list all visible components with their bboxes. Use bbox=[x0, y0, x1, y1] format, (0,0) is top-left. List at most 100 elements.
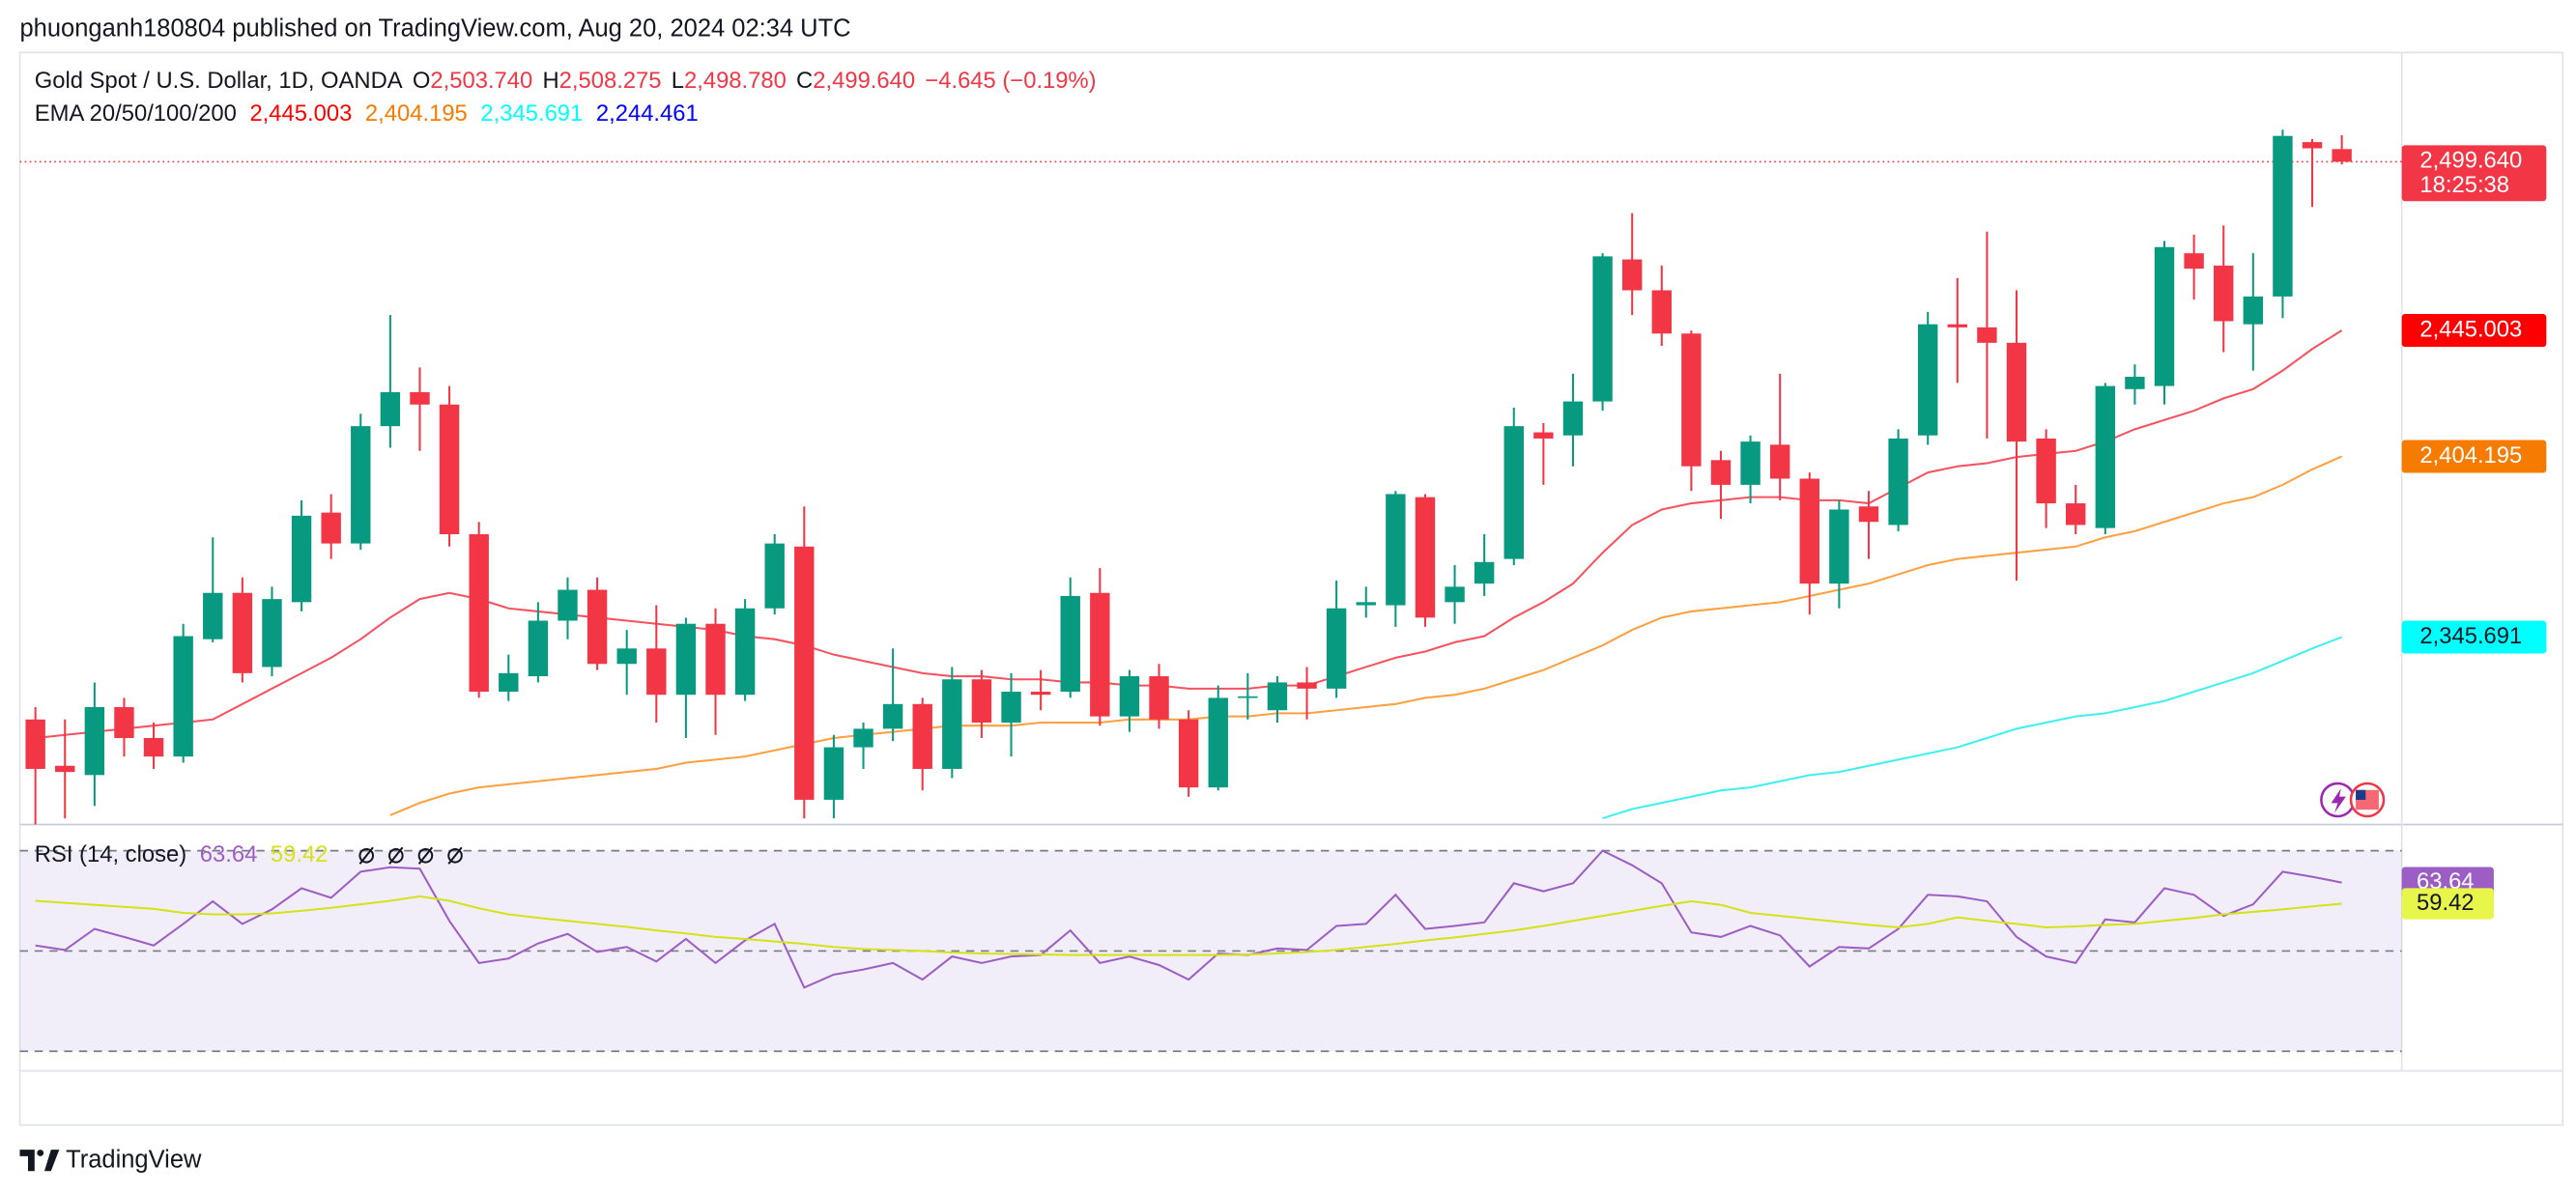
ema-value: 2,345.691 bbox=[480, 100, 583, 127]
candle-body bbox=[675, 623, 697, 696]
candle-body bbox=[1769, 444, 1790, 479]
candle-body bbox=[646, 648, 667, 696]
candle-body bbox=[114, 707, 134, 738]
symbol-title: Gold Spot / U.S. Dollar, 1D, OANDA bbox=[35, 68, 403, 94]
candle-body bbox=[942, 679, 962, 769]
candle-body bbox=[1326, 608, 1347, 689]
ohlc-key: C bbox=[796, 68, 813, 94]
ema-badge bbox=[2401, 620, 2547, 654]
footer: TradingView bbox=[66, 1147, 202, 1174]
ema-badge-label: 2,345.691 bbox=[2419, 623, 2522, 649]
candle-body bbox=[1356, 602, 1376, 606]
rsi-value: 59.42 bbox=[271, 841, 329, 867]
ohlc-value: 2,503.740 bbox=[430, 68, 532, 94]
candle-body bbox=[173, 636, 193, 757]
candle-body bbox=[1592, 256, 1613, 402]
last-price-badge bbox=[2401, 145, 2547, 202]
ohlc-value: 2,499.640 bbox=[813, 68, 915, 94]
last-price-label: 2,499.640 bbox=[2419, 148, 2522, 174]
ema-title: EMA 20/50/100/200 bbox=[35, 100, 237, 127]
candle-body bbox=[1651, 290, 1672, 334]
candle-body bbox=[232, 592, 253, 673]
candle-body bbox=[1030, 692, 1051, 696]
candle-body bbox=[499, 672, 519, 693]
rsi-line bbox=[35, 895, 2342, 956]
candle-body bbox=[2332, 149, 2352, 162]
chart-frame bbox=[18, 51, 2564, 1126]
ema-badge-label: 2,445.003 bbox=[2419, 316, 2522, 342]
candle-body bbox=[1415, 497, 1436, 618]
candle-body bbox=[1740, 441, 1760, 485]
candle-body bbox=[291, 515, 312, 603]
candle-body bbox=[262, 599, 282, 668]
candle-body bbox=[1445, 586, 1465, 603]
rsi-title: RSI (14, close) bbox=[35, 841, 186, 867]
rsi-badge-label: 59.42 bbox=[2417, 890, 2475, 916]
candle-body bbox=[882, 703, 903, 729]
candle-body bbox=[2095, 385, 2116, 528]
candle-body bbox=[1681, 333, 1702, 467]
ema-value: 2,445.003 bbox=[249, 100, 352, 127]
ema-badge bbox=[2401, 440, 2547, 473]
candle-body bbox=[1474, 561, 1495, 584]
candle-body bbox=[1829, 509, 1849, 584]
ema-line bbox=[1602, 636, 2343, 820]
candle-body bbox=[55, 765, 75, 773]
tv-logo bbox=[19, 1150, 60, 1172]
rsi-badge bbox=[2401, 888, 2494, 920]
ema-badge bbox=[2401, 314, 2547, 348]
candle-body bbox=[823, 747, 844, 800]
candle-body bbox=[1119, 676, 1140, 717]
candle-body bbox=[1090, 592, 1110, 717]
candle-body bbox=[1238, 696, 1258, 698]
candle-body bbox=[380, 391, 401, 427]
header: phuonganh180804 published on TradingView… bbox=[19, 14, 850, 42]
rsi-value: 63.64 bbox=[200, 841, 258, 867]
candle-body bbox=[1533, 432, 1554, 439]
candle-body bbox=[321, 512, 341, 544]
candle-body bbox=[1001, 692, 1021, 723]
candle-body bbox=[351, 426, 371, 544]
candle-body bbox=[1710, 460, 1732, 485]
candle-body bbox=[1858, 506, 1879, 523]
candle-body bbox=[2125, 377, 2145, 389]
candle-body bbox=[2302, 142, 2323, 149]
legend-ema: EMA 20/50/100/200 2,445.003 2,404.195 2,345… bbox=[35, 100, 699, 127]
ema-value: 2,244.461 bbox=[596, 100, 699, 127]
legend-ohlc: Gold Spot / U.S. Dollar, 1D, OANDA O2,503… bbox=[35, 68, 1097, 94]
candle-body bbox=[1297, 682, 1317, 689]
candle-body bbox=[469, 534, 489, 693]
candle-body bbox=[528, 620, 549, 677]
candle-body bbox=[2036, 438, 2056, 504]
candle-body bbox=[2273, 135, 2293, 297]
candle-body bbox=[2243, 296, 2264, 325]
legend-rsi: RSI (14, close) 63.64 59.42 bbox=[35, 841, 329, 867]
candle-body bbox=[2006, 342, 2027, 442]
ohlc-key: H bbox=[542, 68, 558, 94]
header-icons bbox=[2320, 782, 2386, 818]
candle-body bbox=[1503, 426, 1524, 559]
candle-body bbox=[2154, 246, 2175, 386]
candle-body bbox=[1947, 324, 1968, 327]
candle-body bbox=[558, 589, 578, 621]
candle-body bbox=[1918, 324, 1938, 436]
candle-body bbox=[1178, 719, 1199, 788]
ema-badge-label: 2,404.195 bbox=[2419, 442, 2522, 469]
ema-value: 2,404.195 bbox=[365, 100, 468, 127]
candle-body bbox=[410, 391, 430, 405]
candle-body bbox=[439, 404, 460, 535]
candle-body bbox=[25, 719, 45, 769]
candle-body bbox=[2214, 265, 2234, 322]
candle-body bbox=[1977, 327, 1997, 343]
candle-body bbox=[764, 543, 785, 609]
ohlc-value: 2,498.780 bbox=[684, 68, 787, 94]
rsi-icons bbox=[358, 846, 463, 865]
candle-body bbox=[2184, 253, 2204, 270]
candle-body bbox=[1267, 682, 1288, 711]
candle-body bbox=[616, 648, 637, 665]
candle-body bbox=[1386, 494, 1406, 606]
candle-body bbox=[143, 737, 164, 757]
candle-body bbox=[1149, 676, 1169, 720]
change: −4.645 (−0.19%) bbox=[925, 68, 1096, 94]
